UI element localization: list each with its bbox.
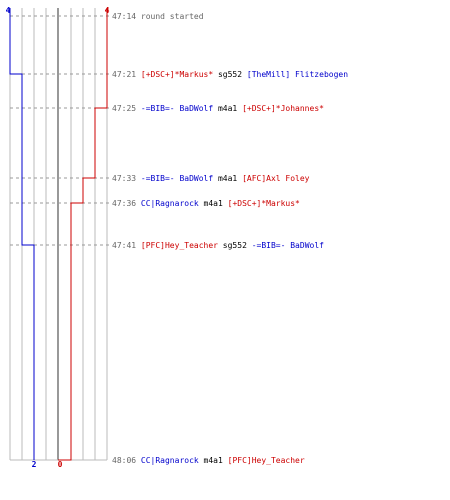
event-entry: 48:06 CC|Ragnarock m4a1 [PFC]Hey_Teacher: [112, 456, 305, 465]
event-time: 47:33: [112, 174, 136, 183]
event-time: 47:14: [112, 12, 136, 21]
event-time: 47:41: [112, 241, 136, 250]
event-part: m4a1: [199, 199, 223, 208]
event-part: m4a1: [199, 456, 223, 465]
red-team-alive-line: [58, 8, 108, 461]
event-log: 47:14 round started 47:21 [+DSC+]*Markus*…: [112, 12, 348, 465]
event-time: 47:25: [112, 104, 136, 113]
event-part: -=BIB=- BaDWolf: [136, 104, 213, 113]
event-part: sg552: [213, 70, 242, 79]
event-part: -=BIB=- BaDWolf: [136, 174, 213, 183]
event-part: m4a1: [213, 174, 237, 183]
event-entry: 47:14 round started: [112, 12, 204, 21]
event-part: [PFC]Hey_Teacher: [136, 241, 218, 250]
blue-start-count: 4: [6, 6, 11, 15]
event-part: CC|Ragnarock: [136, 456, 199, 465]
event-part: m4a1: [213, 104, 237, 113]
player-grid: [9, 8, 108, 461]
event-time: 48:06: [112, 456, 136, 465]
event-entry: 47:33 -=BIB=- BaDWolf m4a1 [AFC]Axl Fole…: [112, 174, 310, 183]
event-part: CC|Ragnarock: [136, 199, 199, 208]
event-part: [PFC]Hey_Teacher: [223, 456, 305, 465]
event-time: 47:21: [112, 70, 136, 79]
blue-end-count: 2: [32, 460, 37, 469]
event-part: [AFC]Axl Foley: [237, 174, 309, 183]
event-entry: 47:41 [PFC]Hey_Teacher sg552 -=BIB=- BaD…: [112, 241, 324, 250]
event-entry: 47:36 CC|Ragnarock m4a1 [+DSC+]*Markus*: [112, 199, 300, 208]
event-part: [+DSC+]*Markus*: [223, 199, 300, 208]
red-end-count: 0: [58, 460, 63, 469]
blue-team-alive-line: [9, 8, 35, 460]
event-part: round started: [136, 12, 204, 21]
event-entry: 47:25 -=BIB=- BaDWolf m4a1 [+DSC+]*Johan…: [112, 104, 324, 113]
red-start-count: 4: [105, 6, 110, 15]
event-part: -=BIB=- BaDWolf: [247, 241, 324, 250]
event-entry: 47:21 [+DSC+]*Markus* sg552 [TheMill] Fl…: [112, 70, 348, 79]
event-part: sg552: [218, 241, 247, 250]
event-time: 47:36: [112, 199, 136, 208]
event-part: [+DSC+]*Johannes*: [237, 104, 324, 113]
event-part: [+DSC+]*Markus*: [136, 70, 213, 79]
event-guide-lines: [10, 15, 110, 246]
event-part: [TheMill] Flitzebogen: [242, 70, 348, 79]
